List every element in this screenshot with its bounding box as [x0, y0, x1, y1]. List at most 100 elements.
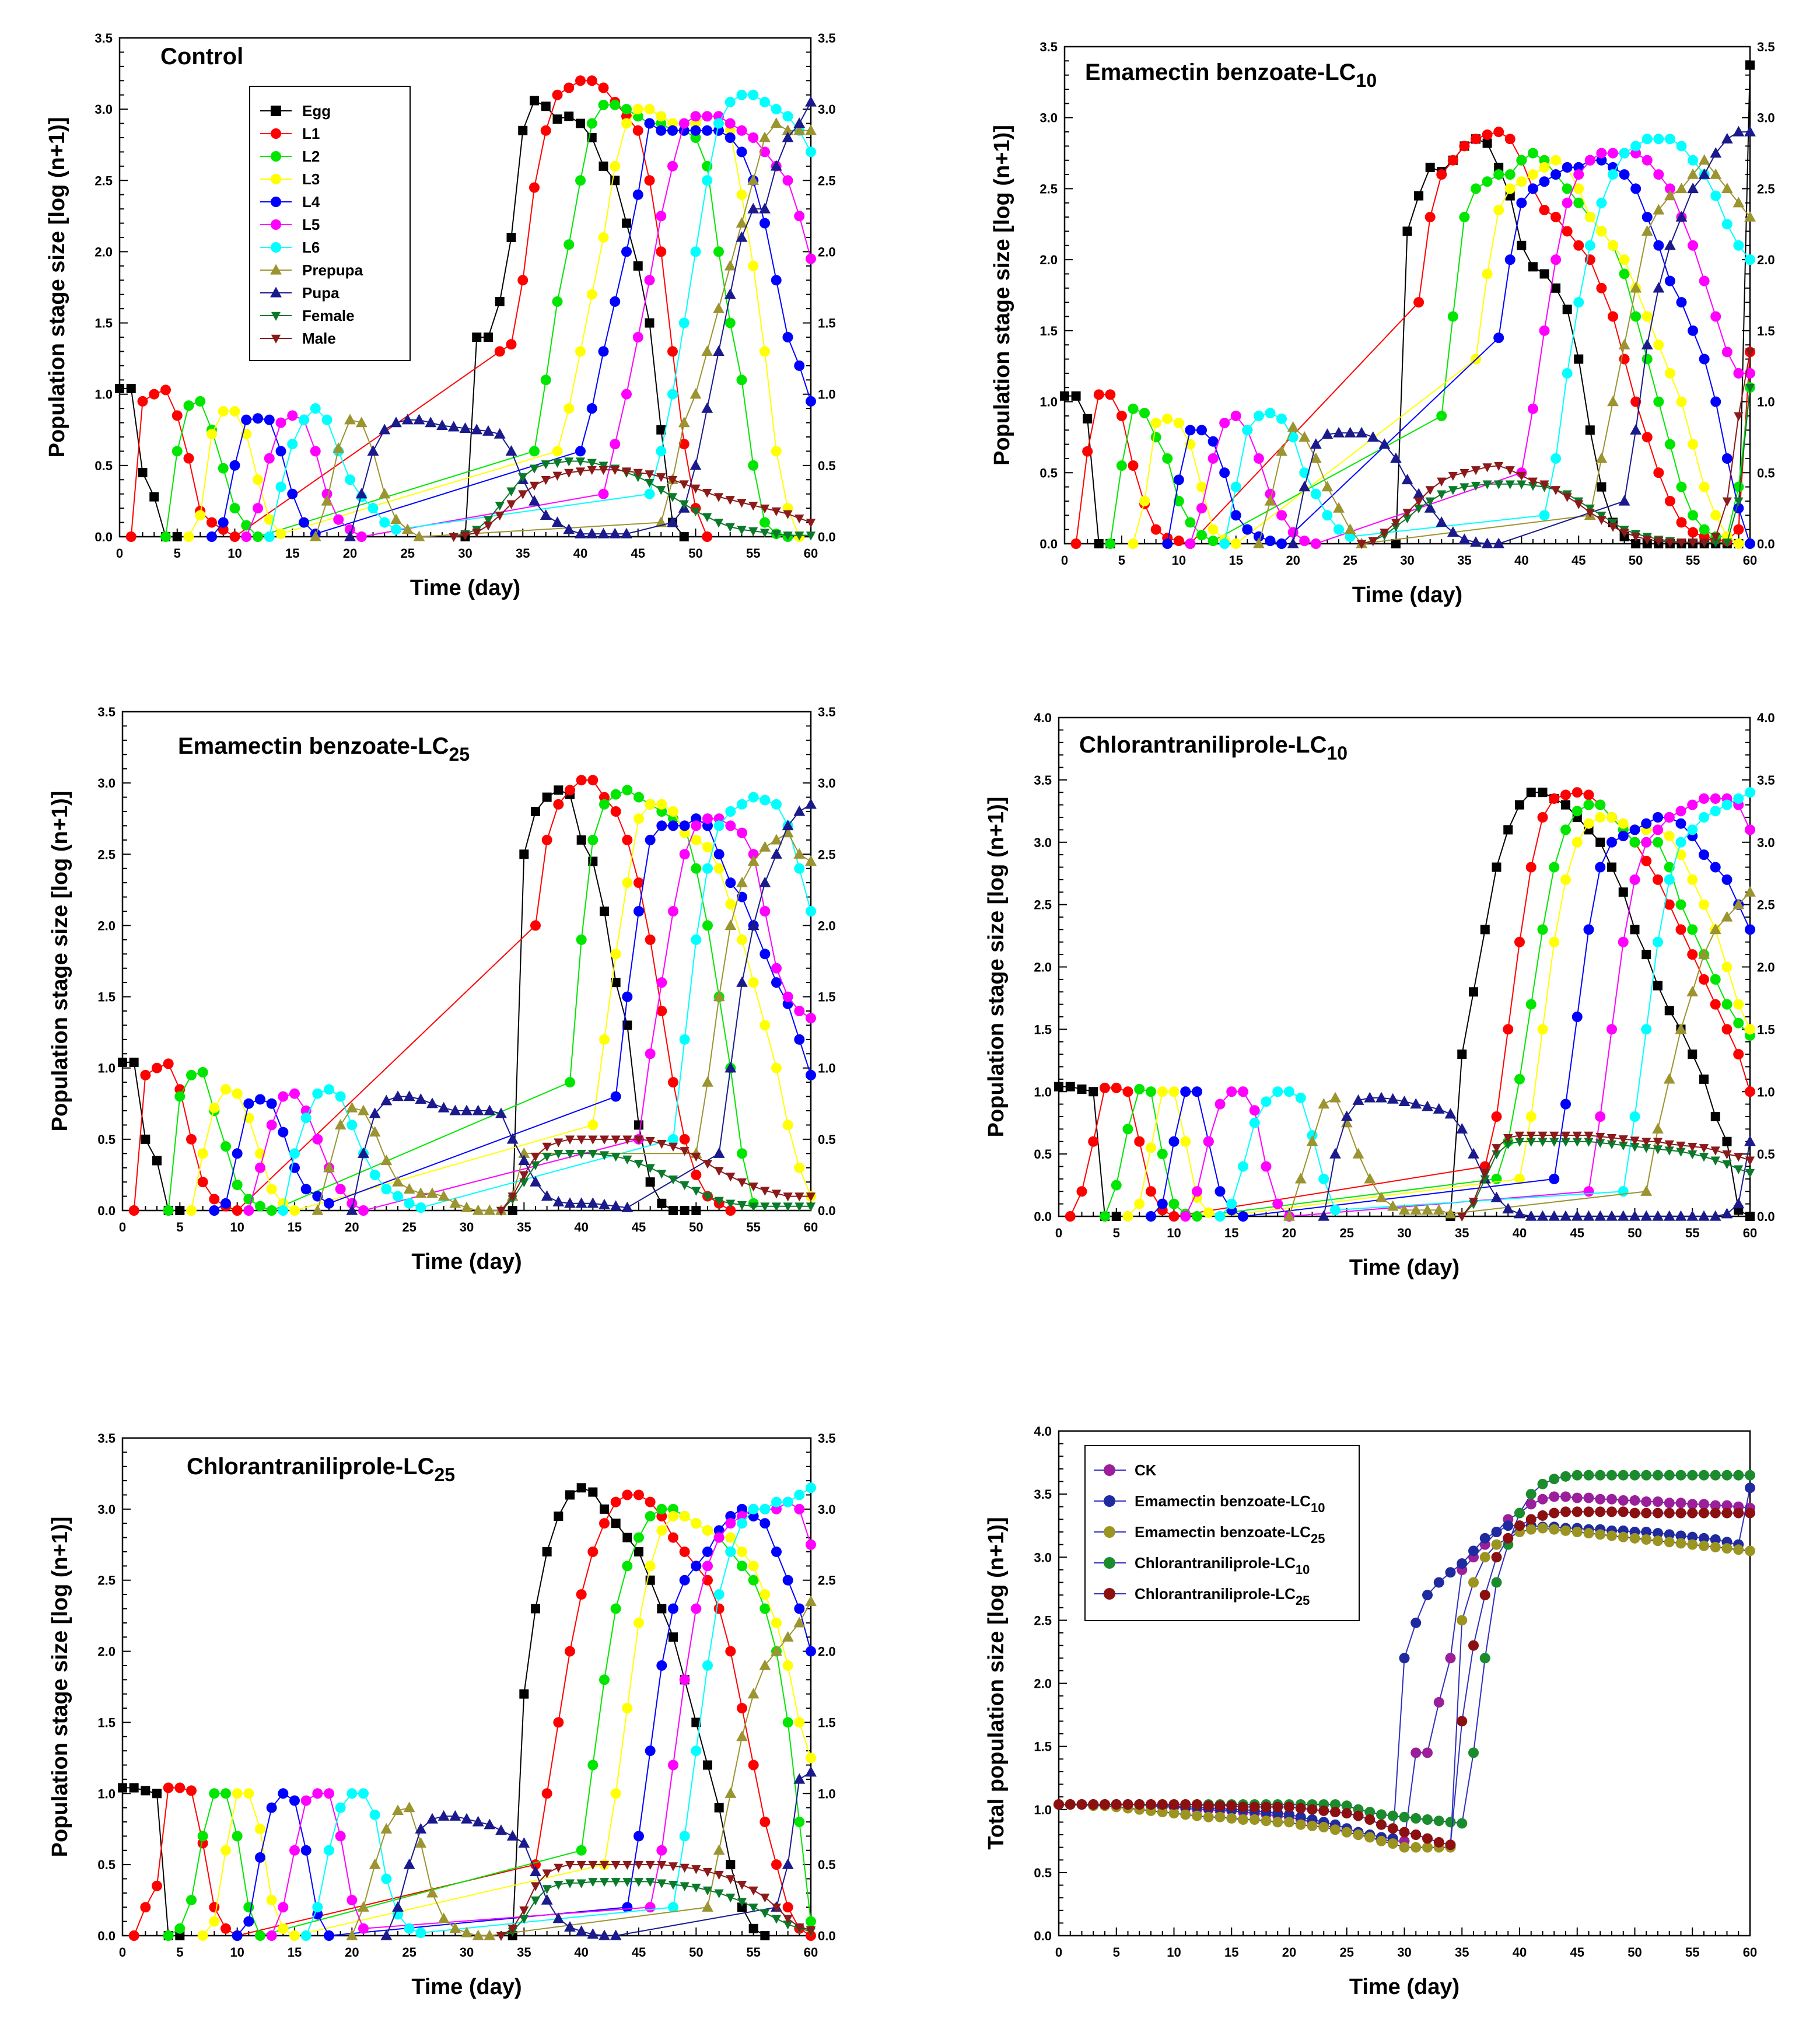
data-point	[1745, 1470, 1755, 1481]
data-point	[1595, 1506, 1606, 1517]
y-tick-label-right: 0.0	[818, 1929, 836, 1943]
data-point	[611, 1860, 621, 1870]
x-tick-label: 30	[460, 1220, 474, 1234]
data-point	[1653, 1507, 1663, 1519]
data-point	[1516, 155, 1527, 166]
data-point	[702, 531, 713, 542]
legend-marker	[271, 219, 281, 230]
data-point	[1399, 1842, 1410, 1853]
data-point	[195, 396, 206, 407]
data-point	[232, 1205, 243, 1216]
data-point	[1265, 536, 1276, 547]
data-point	[611, 1135, 621, 1145]
data-point	[1276, 510, 1287, 521]
data-point	[1745, 1212, 1755, 1221]
data-point	[576, 775, 587, 786]
data-point	[287, 439, 298, 450]
data-point	[1597, 516, 1606, 525]
data-point	[1356, 426, 1368, 438]
data-point	[576, 1860, 586, 1870]
data-point	[324, 1084, 334, 1095]
y-tick-label: 1.0	[1040, 395, 1058, 410]
data-point	[1410, 1829, 1422, 1840]
data-point	[1494, 480, 1504, 489]
legend-marker	[271, 106, 281, 116]
data-point	[1134, 1198, 1145, 1209]
data-point	[266, 1895, 277, 1906]
data-point	[793, 848, 806, 859]
data-point	[324, 1198, 334, 1209]
x-tick-label: 0	[119, 1945, 126, 1960]
data-point	[346, 1895, 358, 1906]
data-point	[748, 1503, 759, 1514]
series-male	[496, 1135, 816, 1216]
data-point	[783, 1202, 793, 1212]
data-point	[209, 1916, 220, 1927]
data-point	[1088, 1087, 1098, 1097]
data-point	[312, 1134, 323, 1145]
data-point	[1562, 162, 1573, 173]
data-point	[794, 1489, 805, 1500]
data-point	[552, 296, 563, 307]
data-point	[1642, 354, 1653, 365]
data-point	[680, 1147, 690, 1156]
data-point	[1653, 134, 1664, 145]
data-point	[622, 877, 633, 888]
data-point	[1653, 936, 1663, 947]
data-point	[243, 1098, 254, 1109]
data-point	[645, 1164, 655, 1173]
data-point	[1525, 1499, 1536, 1510]
data-point	[782, 1631, 794, 1642]
data-point	[403, 1801, 415, 1813]
series-l5	[243, 813, 816, 1216]
data-point	[794, 1202, 804, 1212]
data-point	[1710, 510, 1721, 521]
data-point	[1676, 517, 1687, 528]
data-point	[358, 1923, 369, 1934]
data-point	[1595, 1529, 1606, 1540]
y-tick-label-right: 1.0	[818, 387, 836, 402]
series-pupa	[1287, 125, 1756, 548]
data-point	[1710, 168, 1722, 179]
data-point	[1192, 1211, 1202, 1222]
data-point	[725, 1518, 736, 1529]
data-point	[713, 1603, 724, 1614]
data-point	[530, 1161, 541, 1170]
data-point	[576, 1589, 587, 1600]
data-point	[771, 104, 782, 115]
data-point	[564, 403, 575, 414]
data-point	[1376, 1092, 1387, 1103]
data-point	[1709, 923, 1721, 935]
y-tick-label-right: 2.0	[818, 1645, 836, 1659]
data-point	[702, 1561, 713, 1572]
data-point	[737, 1880, 747, 1890]
data-point	[622, 1561, 633, 1572]
data-point	[1436, 169, 1447, 180]
data-point	[1710, 974, 1721, 985]
data-point	[1606, 1470, 1617, 1481]
data-point	[197, 1177, 208, 1188]
data-point	[253, 474, 263, 485]
data-point	[621, 104, 632, 115]
data-point	[1733, 1049, 1744, 1060]
data-point	[289, 1148, 300, 1159]
y-axis-title: Population stage size [log (n+1)]	[984, 797, 1009, 1138]
data-point	[576, 118, 585, 128]
data-point	[691, 1561, 702, 1572]
data-point	[1468, 1747, 1479, 1758]
data-point	[690, 111, 701, 122]
data-point	[1536, 1210, 1549, 1221]
data-point	[598, 82, 609, 93]
data-point	[1527, 169, 1538, 180]
data-point	[691, 834, 702, 845]
data-point	[713, 1844, 725, 1855]
data-point	[1480, 925, 1490, 935]
data-point	[195, 510, 206, 521]
data-point	[1641, 818, 1652, 829]
data-point	[1321, 428, 1334, 439]
data-point	[1595, 1132, 1605, 1142]
x-tick-label: 20	[1286, 553, 1300, 568]
data-point	[1721, 1208, 1733, 1219]
data-point	[1572, 1012, 1583, 1022]
data-point	[1525, 1111, 1536, 1122]
